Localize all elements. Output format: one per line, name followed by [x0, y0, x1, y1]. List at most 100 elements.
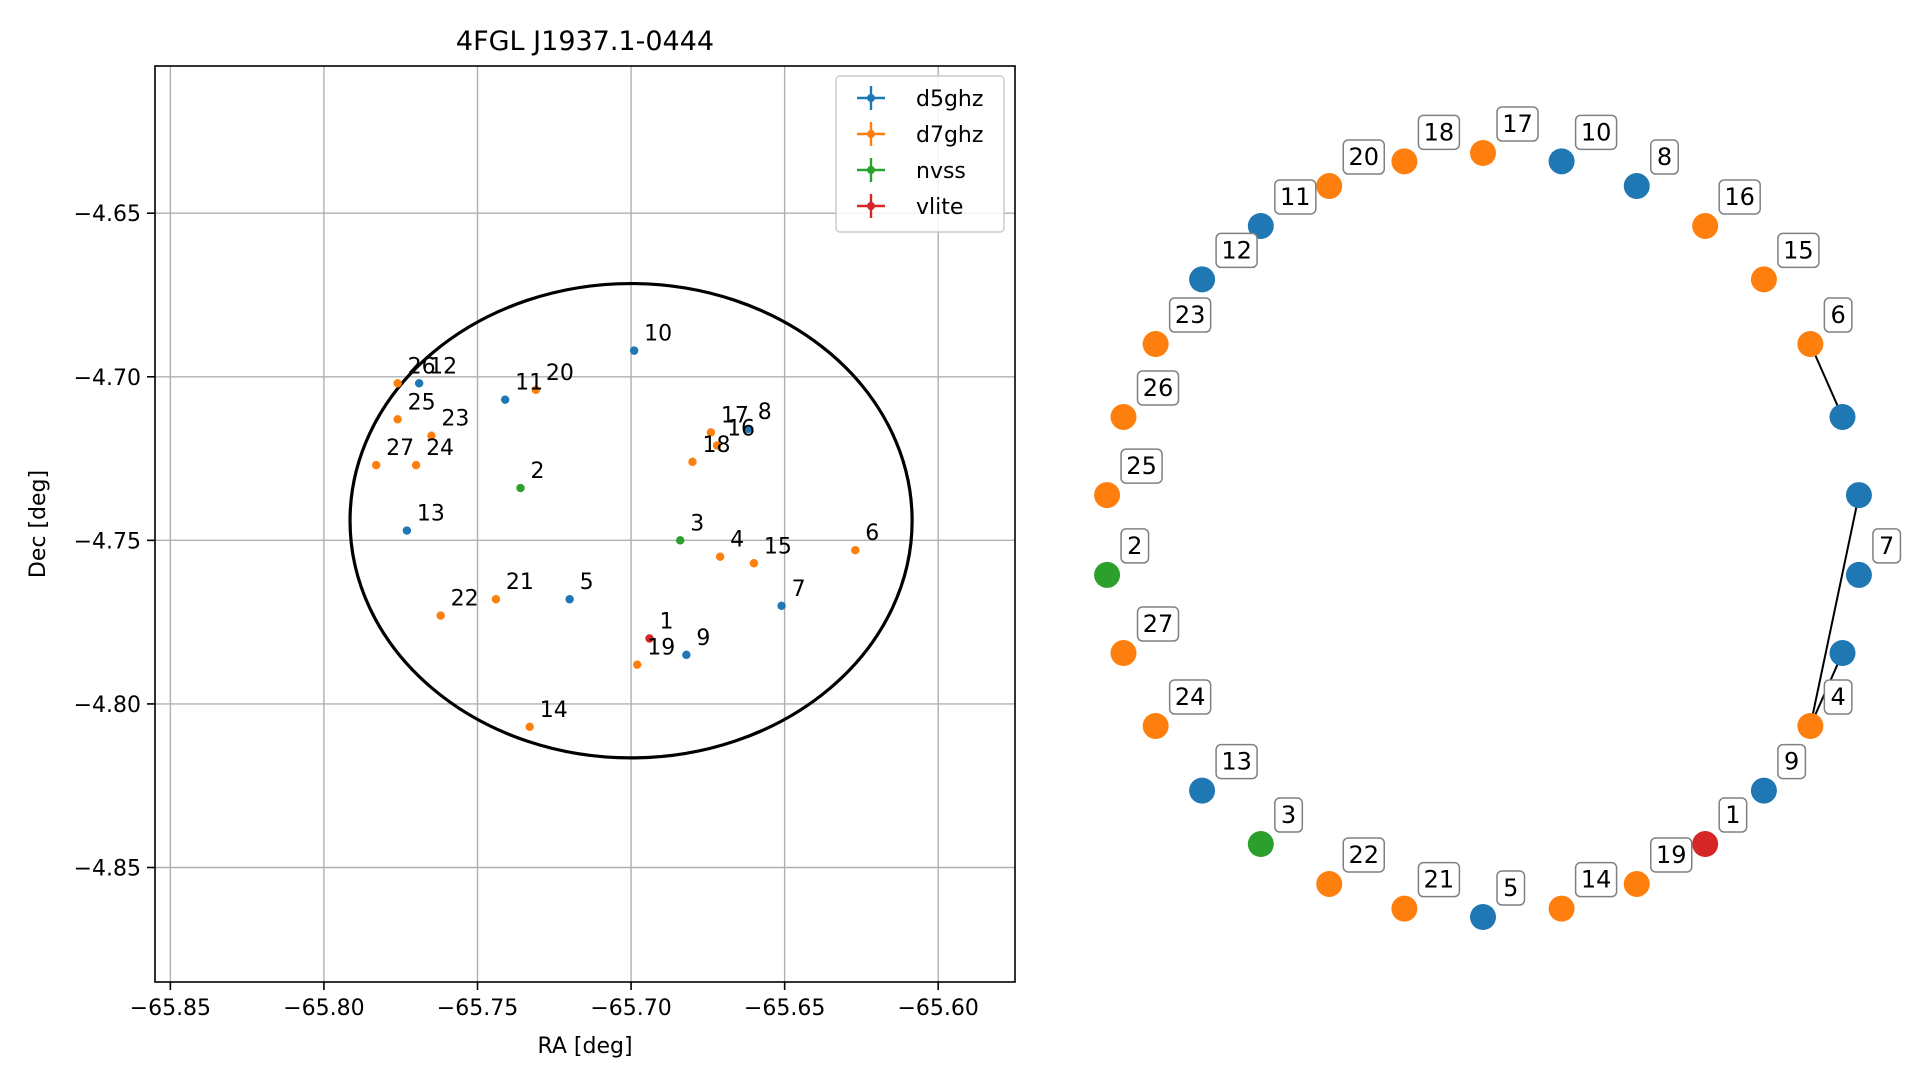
- legend-entries: d5ghz d7ghz nvss vlite: [857, 86, 983, 220]
- x-axis-ticks: −65.85 −65.80 −65.75 −65.70 −65.65 −65.60: [130, 982, 979, 1021]
- graph-label-box: [1718, 179, 1761, 215]
- legend-marker-dot: [867, 202, 875, 210]
- graph-label-box: [1649, 139, 1679, 175]
- point-label-25: 25: [408, 390, 436, 415]
- legend-label-d7ghz: d7ghz: [916, 123, 983, 148]
- y-tick-label: −4.75: [74, 529, 141, 554]
- point-label-18: 18: [703, 433, 731, 458]
- x-axis-label: RA [deg]: [537, 1034, 632, 1059]
- graph-node: [1829, 640, 1856, 667]
- graph-labels: 10 8 16 15 6 7 4 9 1 19 14 5 21 22 3 13 24 27 2 25 26 23 12 11 2…: [1120, 106, 1902, 906]
- point-4: [715, 552, 725, 561]
- legend-label-nvss: nvss: [916, 159, 966, 184]
- point-label-8: 8: [758, 400, 772, 425]
- graph-label-box: [1274, 179, 1317, 215]
- x-tick-label: −65.60: [898, 996, 979, 1021]
- point-19: [633, 660, 642, 669]
- legend: d5ghz d7ghz nvss vlite: [835, 75, 1005, 233]
- graph-label-box: [1823, 679, 1853, 715]
- graph-label-14: 14: [1581, 866, 1612, 894]
- error-ellipse: [348, 281, 914, 760]
- graph-node: [1391, 148, 1418, 175]
- graph-label-13: 13: [1221, 748, 1252, 776]
- graph-label-1: 1: [1725, 801, 1740, 829]
- point-label-4: 4: [730, 528, 744, 553]
- graph-label-2: 2: [1127, 532, 1142, 560]
- graph-label-box: [1168, 679, 1212, 715]
- point-label-9: 9: [696, 626, 710, 651]
- graph-node: [1247, 831, 1274, 858]
- point-label-11: 11: [515, 371, 543, 396]
- graph-node: [1470, 904, 1496, 930]
- graph-label-21: 21: [1424, 866, 1455, 894]
- graph-node: [1692, 212, 1719, 239]
- graph-label-7: 7: [1879, 532, 1894, 560]
- point-label-10: 10: [644, 322, 672, 347]
- graph-label-25: 25: [1126, 452, 1157, 480]
- graph-label-box: [1168, 297, 1212, 333]
- point-label-14: 14: [540, 698, 568, 723]
- graph-node: [1247, 212, 1274, 239]
- graph-node: [1845, 482, 1872, 509]
- graph-edge: [1809, 343, 1844, 418]
- point-label-27: 27: [386, 436, 414, 461]
- legend-label-vlite: vlite: [916, 195, 963, 220]
- point-label-23: 23: [441, 407, 469, 432]
- point-15: [749, 559, 759, 568]
- point-10: [629, 346, 639, 355]
- graph-label-box: [1823, 297, 1853, 333]
- graph-label-18: 18: [1424, 118, 1455, 146]
- point-label-21: 21: [506, 570, 534, 595]
- graph-label-8: 8: [1657, 143, 1672, 171]
- point-label-2: 2: [531, 459, 545, 484]
- legend-label-d5ghz: d5ghz: [916, 87, 983, 112]
- graph-label-4: 4: [1830, 683, 1845, 711]
- graph-label-23: 23: [1175, 301, 1206, 329]
- point-label-13: 13: [417, 502, 445, 527]
- graph-label-10: 10: [1581, 118, 1612, 146]
- y-tick-label: −4.70: [74, 366, 141, 391]
- graph-label-box: [1120, 448, 1163, 484]
- point-9: [682, 650, 691, 660]
- graph-label-box: [1718, 797, 1748, 833]
- point-label-3: 3: [690, 511, 704, 536]
- graph-panel: 10 8 16 15 6 7 4 9 1 19 14 5 21 22 3 13 24 27 2 25 26 23 12 11 2…: [1094, 106, 1902, 930]
- graph-label-16: 16: [1724, 183, 1755, 211]
- scatter-panel: 1234567891011121314151617181920212223242…: [26, 26, 1016, 1059]
- point-26: [393, 379, 402, 388]
- y-tick-label: −4.80: [74, 693, 141, 718]
- point-8: [743, 424, 752, 434]
- graph-node: [1110, 640, 1137, 667]
- graph-label-box: [1496, 106, 1539, 142]
- point-23: [427, 431, 436, 440]
- point-label-26: 26: [408, 354, 436, 379]
- graph-label-box: [1777, 232, 1820, 269]
- point-3: [676, 536, 685, 545]
- point-label-15: 15: [764, 534, 792, 559]
- graph-node: [1797, 331, 1824, 357]
- x-tick-label: −65.80: [283, 996, 364, 1021]
- graph-node: [1316, 870, 1343, 897]
- point-label-17: 17: [721, 403, 749, 428]
- graph-label-5: 5: [1503, 874, 1518, 902]
- graph-node: [1623, 870, 1650, 897]
- graph-node: [1750, 777, 1777, 804]
- plot-frame: [154, 65, 1016, 983]
- point-17: [706, 428, 716, 437]
- graph-nodes: [1094, 140, 1872, 930]
- graph-node: [1692, 831, 1719, 858]
- graph-node: [1110, 403, 1137, 430]
- graph-label-box: [1342, 139, 1386, 175]
- point-label-16: 16: [727, 416, 755, 441]
- point-24: [411, 460, 421, 470]
- graph-label-6: 6: [1830, 301, 1845, 329]
- graph-node: [1470, 140, 1496, 166]
- graph-node: [1750, 266, 1777, 293]
- point-label-24: 24: [426, 436, 454, 461]
- point-label-19: 19: [647, 636, 675, 661]
- point-2: [516, 483, 525, 493]
- graph-label-24: 24: [1175, 683, 1206, 711]
- graph-edge: [1809, 494, 1860, 727]
- legend-marker-dot: [867, 130, 875, 138]
